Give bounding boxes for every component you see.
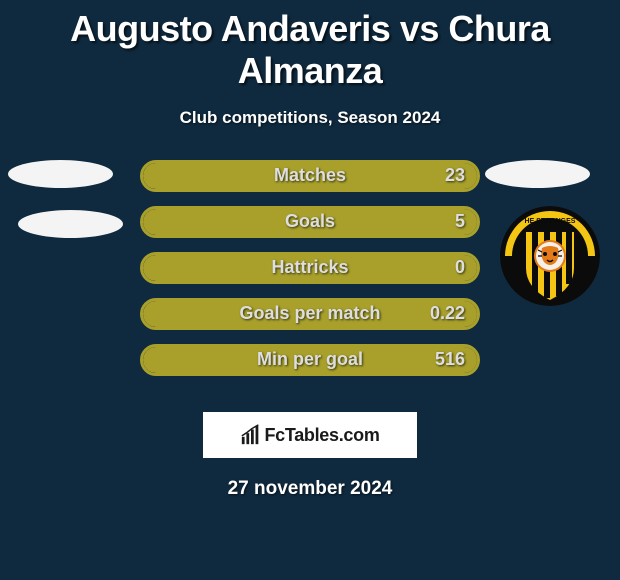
stat-bar-fill	[143, 209, 477, 235]
stat-bar	[140, 160, 480, 192]
stat-row: Hattricks0	[0, 252, 620, 298]
stats-area: HE STRONGES Matches23Goals5Hattricks0Goa…	[0, 160, 620, 390]
stat-bar	[140, 344, 480, 376]
stat-row: Goals5	[0, 206, 620, 252]
stat-row: Min per goal516	[0, 344, 620, 390]
watermark-text: FcTables.com	[264, 425, 379, 446]
stat-bar	[140, 298, 480, 330]
stat-bar-fill	[143, 301, 477, 327]
stat-bar-fill	[143, 255, 477, 281]
chart-icon	[240, 424, 262, 446]
stat-bar-fill	[143, 347, 477, 373]
stat-row: Matches23	[0, 160, 620, 206]
watermark: FcTables.com	[203, 412, 417, 458]
date-line: 27 november 2024	[0, 478, 620, 500]
page-title: Augusto Andaveris vs Chura Almanza	[0, 0, 620, 92]
subtitle: Club competitions, Season 2024	[0, 108, 620, 128]
stat-bar-fill	[143, 163, 477, 189]
stat-bar	[140, 252, 480, 284]
stat-bar	[140, 206, 480, 238]
stat-row: Goals per match0.22	[0, 298, 620, 344]
